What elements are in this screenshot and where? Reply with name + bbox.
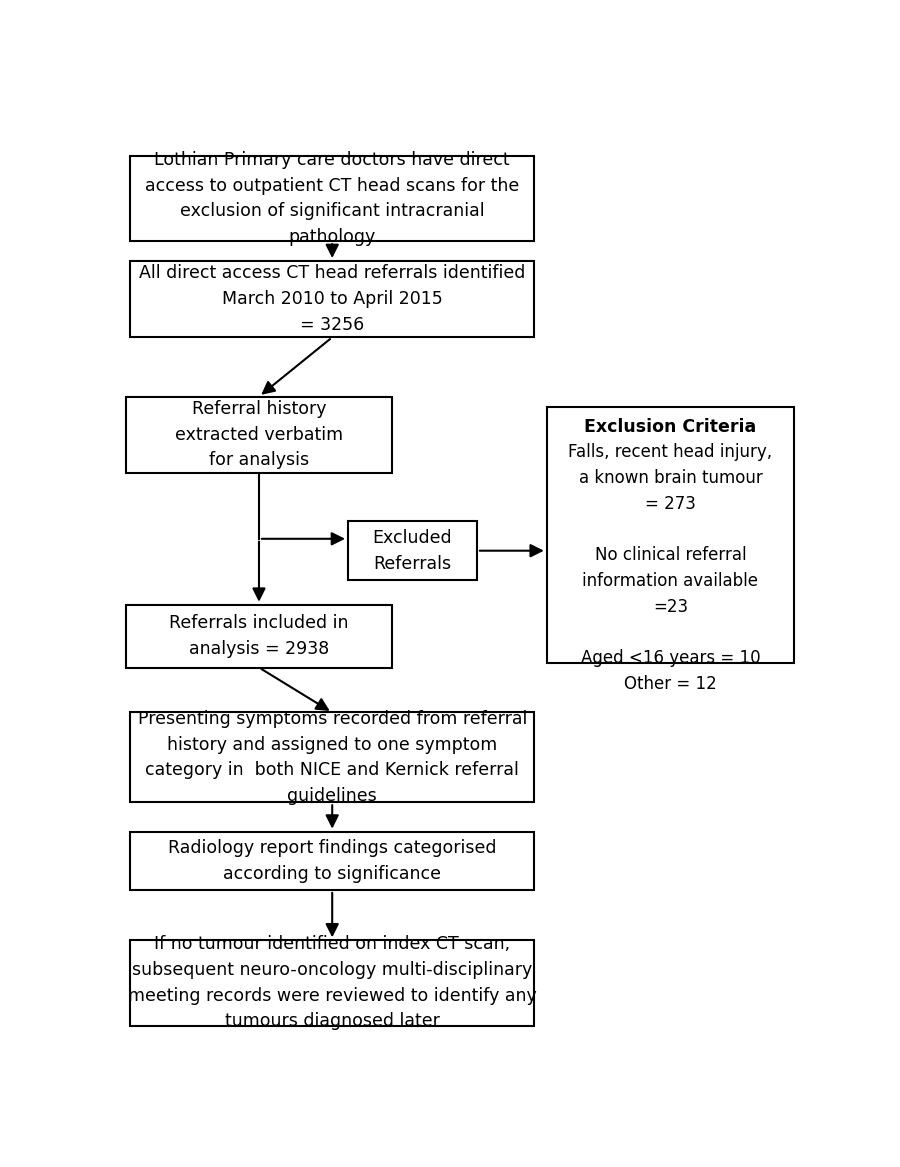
FancyBboxPatch shape (130, 155, 535, 242)
Text: Presenting symptoms recorded from referral
history and assigned to one symptom
c: Presenting symptoms recorded from referr… (138, 710, 526, 805)
Text: Lothian Primary care doctors have direct
access to outpatient CT head scans for : Lothian Primary care doctors have direct… (145, 151, 519, 246)
FancyBboxPatch shape (126, 397, 392, 473)
Text: Falls, recent head injury,
a known brain tumour
= 273

No clinical referral
info: Falls, recent head injury, a known brain… (569, 443, 772, 692)
FancyBboxPatch shape (130, 261, 535, 337)
Text: If no tumour identified on index CT scan,
subsequent neuro-oncology multi-discip: If no tumour identified on index CT scan… (128, 936, 536, 1030)
FancyBboxPatch shape (348, 522, 477, 580)
FancyBboxPatch shape (126, 605, 392, 668)
Text: All direct access CT head referrals identified
March 2010 to April 2015
= 3256: All direct access CT head referrals iden… (139, 265, 526, 334)
Text: Referral history
extracted verbatim
for analysis: Referral history extracted verbatim for … (175, 400, 343, 469)
Text: Radiology report findings categorised
according to significance: Radiology report findings categorised ac… (168, 839, 497, 882)
FancyBboxPatch shape (546, 407, 795, 664)
Text: Exclusion Criteria: Exclusion Criteria (584, 418, 757, 436)
Text: Excluded
Referrals: Excluded Referrals (373, 529, 452, 573)
Text: Referrals included in
analysis = 2938: Referrals included in analysis = 2938 (169, 614, 348, 658)
FancyBboxPatch shape (130, 832, 535, 890)
FancyBboxPatch shape (130, 712, 535, 802)
FancyBboxPatch shape (130, 941, 535, 1026)
